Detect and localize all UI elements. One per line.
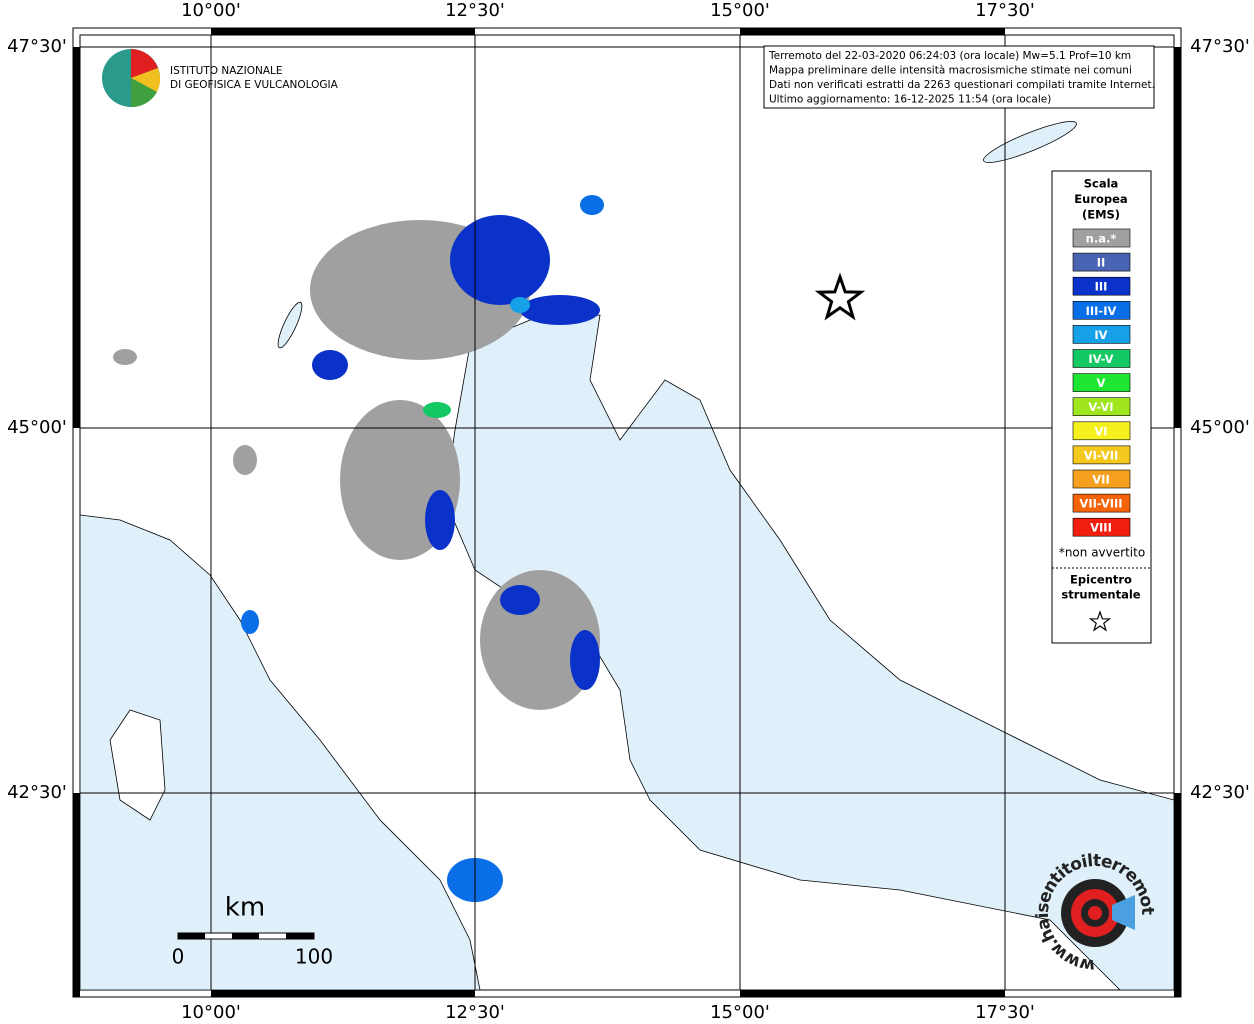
lon-label: 17°30' — [975, 0, 1035, 21]
legend-swatch — [1072, 469, 1131, 489]
tyrrhenian-sea — [79, 514, 481, 991]
info-line: Dati non verificati estratti da 2263 que… — [769, 79, 1155, 91]
legend-label: IV — [1094, 328, 1107, 342]
lon-label: 12°30' — [445, 1002, 505, 1023]
legend-title: Europea — [1074, 192, 1127, 206]
legend-swatch — [1072, 421, 1131, 441]
legend-swatch — [1072, 349, 1131, 368]
legend-label: V-VI — [1088, 400, 1113, 414]
legend-swatch — [1072, 252, 1131, 272]
legend-label: IV-V — [1088, 352, 1113, 366]
lon-label: 10°00' — [181, 0, 241, 21]
legend-epicenter: Epicentro — [1070, 573, 1132, 587]
legend-label: II — [1097, 256, 1106, 270]
epicenter-star — [814, 272, 866, 321]
legend-note: *non avvertito — [1059, 546, 1145, 560]
lat-label: 42°30' — [7, 782, 67, 803]
legend-swatch — [1072, 325, 1131, 344]
lon-label: 10°00' — [181, 1002, 241, 1023]
legend-label: VI — [1094, 424, 1107, 438]
institute-name: DI GEOFISICA E VULCANOLOGIA — [170, 79, 339, 91]
lake-balaton — [983, 121, 1077, 163]
lat-label: 45°00' — [7, 417, 67, 438]
outer-frame — [72, 27, 1182, 998]
scale-label: 100 — [295, 945, 333, 969]
legend-label: III-IV — [1086, 304, 1117, 318]
lat-label: 45°00' — [1190, 417, 1250, 438]
scale-unit: km — [225, 893, 265, 923]
legend-label: V — [1097, 376, 1106, 390]
scale-bar: km 0 100 — [172, 893, 333, 969]
lat-label: 47°30' — [7, 36, 67, 57]
lon-label: 15°00' — [710, 0, 770, 21]
legend-title: (EMS) — [1082, 208, 1120, 222]
legend-swatch — [1072, 228, 1131, 248]
legend-title: Scala — [1084, 177, 1119, 191]
institute-name: ISTITUTO NAZIONALE — [170, 65, 283, 77]
legend-label: n.a.* — [1086, 232, 1117, 246]
legend-swatch — [1072, 300, 1131, 320]
lat-label: 47°30' — [1190, 36, 1250, 57]
info-line: Mappa preliminare delle intensità macros… — [769, 65, 1132, 77]
legend-swatch — [1072, 397, 1131, 417]
legend-label: VI-VII — [1084, 448, 1119, 462]
lon-label: 15°00' — [710, 1002, 770, 1023]
info-box — [763, 45, 1155, 109]
scale-label: 0 — [172, 945, 185, 969]
ingv-logo: ISTITUTO NAZIONALE DI GEOFISICA E VULCAN… — [102, 49, 339, 108]
frame-bars — [73, 28, 1181, 997]
legend-label: III — [1095, 280, 1108, 294]
lat-label: 42°30' — [1190, 782, 1250, 803]
legend-star — [1088, 610, 1112, 632]
legend-label: VII-VIII — [1079, 497, 1122, 511]
lon-label: 12°30' — [445, 0, 505, 21]
legend-swatch — [1072, 517, 1131, 537]
legend-swatch — [1072, 373, 1131, 392]
lake-garda — [277, 301, 303, 349]
legend-label: VII — [1092, 473, 1109, 487]
legend-label: VIII — [1090, 521, 1112, 535]
info-line: Terremoto del 22-03-2020 06:24:03 (ora l… — [768, 50, 1131, 62]
legend-epicenter: strumentale — [1061, 588, 1140, 602]
info-line: Ultimo aggiornamento: 16-12-2025 11:54 (… — [769, 94, 1051, 106]
legend-swatch — [1072, 493, 1131, 513]
lon-label: 17°30' — [975, 1002, 1035, 1023]
legend-swatch — [1072, 276, 1131, 296]
legend-swatch — [1072, 445, 1131, 465]
